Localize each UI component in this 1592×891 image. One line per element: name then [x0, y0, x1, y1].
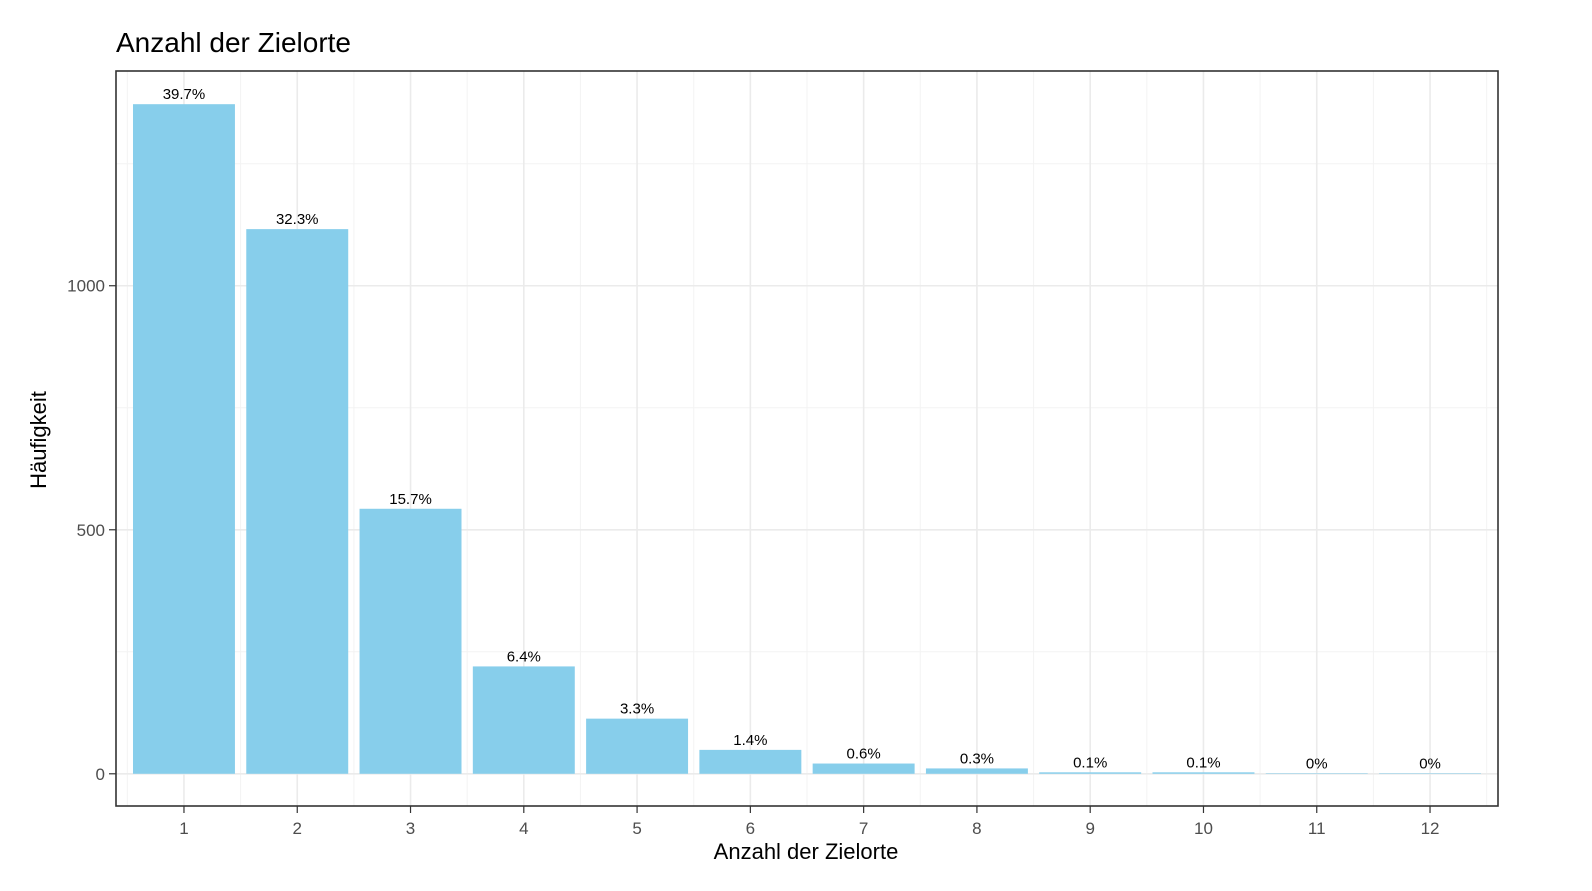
x-tick-label: 11: [1308, 819, 1326, 838]
x-tick-label: 6: [746, 819, 755, 838]
bar: [132, 104, 235, 774]
x-axis-title: Anzahl der Zielorte: [714, 839, 899, 864]
chart-title: Anzahl der Zielorte: [116, 27, 351, 58]
x-tick-label: 2: [293, 819, 302, 838]
bar: [1152, 772, 1255, 774]
bar: [1379, 773, 1482, 774]
x-tick-label: 8: [972, 819, 981, 838]
bar: [359, 508, 462, 774]
bar-data-label: 0.3%: [960, 750, 994, 767]
x-tick-label: 10: [1194, 819, 1213, 838]
bar-data-label: 6.4%: [507, 648, 541, 665]
bar: [699, 749, 802, 774]
bar-data-label: 0.6%: [847, 746, 881, 763]
bar-data-label: 1.4%: [733, 732, 767, 749]
bar: [472, 666, 575, 774]
x-tick-label: 1: [179, 819, 188, 838]
y-axis-title: Häufigkeit: [26, 391, 51, 489]
bar-data-label: 3.3%: [620, 701, 654, 718]
bar-data-label: 0%: [1419, 755, 1441, 772]
bar-data-label: 0%: [1306, 755, 1328, 772]
y-tick-label: 1000: [67, 277, 105, 296]
bar-data-label: 0.1%: [1186, 754, 1220, 771]
bar: [1265, 773, 1368, 774]
plot-panel-border: [115, 70, 1499, 807]
bar: [586, 718, 689, 774]
bar: [246, 229, 349, 774]
bar: [925, 768, 1028, 774]
x-tick-label: 5: [632, 819, 641, 838]
bar-data-label: 39.7%: [163, 86, 206, 103]
x-tick-label: 3: [406, 819, 415, 838]
bar-data-label: 32.3%: [276, 211, 319, 228]
x-tick-label: 4: [519, 819, 528, 838]
x-tick-label: 7: [859, 819, 868, 838]
x-tick-label: 9: [1085, 819, 1094, 838]
y-tick-label: 500: [77, 521, 105, 540]
bar: [1039, 772, 1142, 774]
bar-data-label: 0.1%: [1073, 754, 1107, 771]
x-tick-label: 12: [1421, 819, 1440, 838]
bar-data-label: 15.7%: [389, 491, 432, 508]
y-tick-label: 0: [96, 765, 105, 784]
bar-labels: 39.7% 32.3% 15.7% 6.4% 3.3% 1.4% 0.6% 0.3% 0.1% 0…: [163, 86, 1441, 772]
bar: [812, 763, 915, 774]
bars: [132, 104, 1482, 774]
